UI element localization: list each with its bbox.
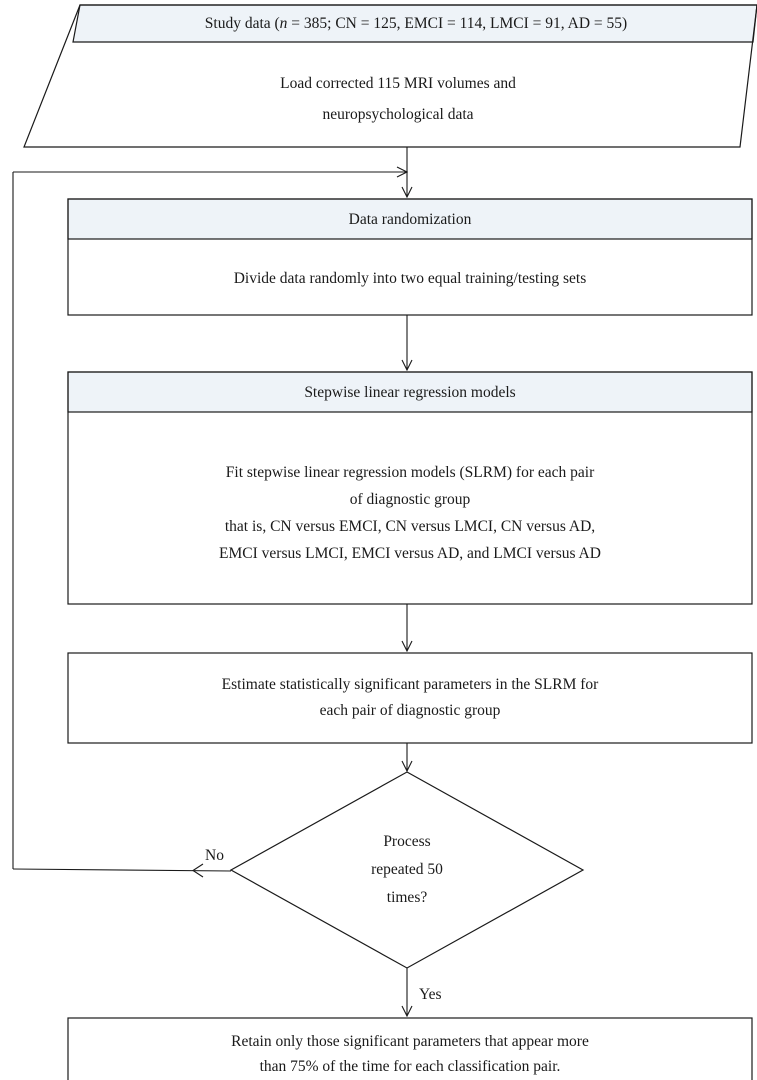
- randomization-box: [67, 198, 753, 316]
- regression-box: [67, 371, 753, 605]
- estimate-body-line1: Estimate statistically significant param…: [221, 676, 599, 693]
- regression-body-line3: that is, CN versus EMCI, CN versus LMCI,…: [224, 518, 596, 535]
- yes-label: Yes: [419, 986, 442, 1003]
- decision-line2: repeated 50: [371, 861, 443, 878]
- final-body-line2: than 75% of the time for each classifica…: [259, 1058, 561, 1075]
- regression-body-line4: EMCI versus LMCI, EMCI versus AD, and LM…: [219, 545, 601, 562]
- estimate-body-line2: each pair of diagnostic group: [319, 702, 501, 719]
- regression-body-line2: of diagnostic group: [349, 491, 471, 508]
- input-header-text: Study data (n = 385; CN = 125, EMCI = 11…: [204, 15, 628, 32]
- input-body-line2: neuropsychological data: [322, 106, 474, 123]
- no-branch-line: [12, 868, 232, 872]
- no-branch-arrowhead: [191, 863, 204, 878]
- decision-line3: times?: [386, 889, 428, 906]
- estimate-box: [67, 652, 753, 744]
- randomization-body-text: Divide data randomly into two equal trai…: [233, 270, 587, 287]
- regression-header-band: [67, 371, 753, 413]
- final-box: [67, 1017, 753, 1080]
- decision-line1: Process: [383, 833, 431, 850]
- regression-header-text: Stepwise linear regression models: [304, 384, 516, 401]
- final-body-line1: Retain only those significant parameters…: [231, 1033, 589, 1050]
- input-body-line1: Load corrected 115 MRI volumes and: [280, 75, 516, 92]
- randomization-header-text: Data randomization: [348, 211, 472, 228]
- no-label: No: [205, 847, 224, 864]
- input-parallelogram: [23, 4, 757, 148]
- regression-body-line1: Fit stepwise linear regression models (S…: [225, 464, 595, 481]
